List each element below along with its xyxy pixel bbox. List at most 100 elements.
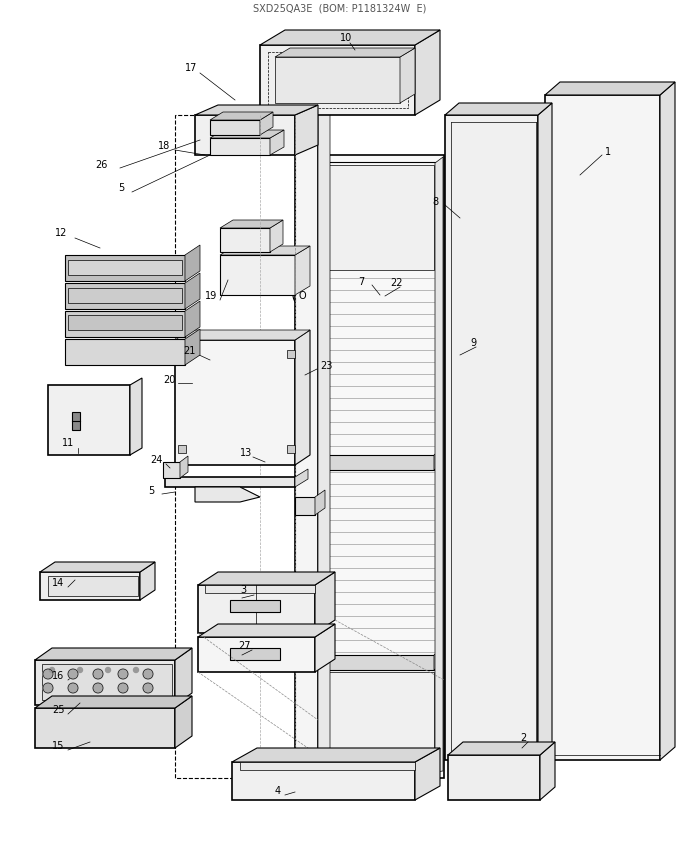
Polygon shape <box>295 246 310 295</box>
Polygon shape <box>230 648 280 660</box>
Polygon shape <box>295 105 318 155</box>
Polygon shape <box>35 660 175 705</box>
Polygon shape <box>232 748 440 762</box>
Polygon shape <box>434 649 441 670</box>
Polygon shape <box>175 340 295 465</box>
Polygon shape <box>545 95 660 760</box>
Polygon shape <box>315 490 325 515</box>
Polygon shape <box>400 48 415 103</box>
Polygon shape <box>538 103 552 760</box>
Polygon shape <box>270 130 284 155</box>
Polygon shape <box>140 562 155 600</box>
Text: 21: 21 <box>183 346 195 356</box>
Polygon shape <box>65 283 185 309</box>
Text: 3: 3 <box>240 585 246 595</box>
Circle shape <box>93 669 103 679</box>
Polygon shape <box>435 157 443 772</box>
Circle shape <box>93 683 103 693</box>
Text: 14: 14 <box>52 578 64 588</box>
Polygon shape <box>40 562 155 572</box>
Text: 11: 11 <box>62 438 74 448</box>
Polygon shape <box>35 696 192 708</box>
Polygon shape <box>65 255 185 281</box>
Polygon shape <box>180 456 188 478</box>
Polygon shape <box>210 130 284 138</box>
Polygon shape <box>198 572 335 585</box>
Polygon shape <box>415 748 440 800</box>
Polygon shape <box>540 742 555 800</box>
Polygon shape <box>328 165 434 270</box>
Polygon shape <box>415 30 440 115</box>
Circle shape <box>105 668 111 673</box>
Text: 9: 9 <box>470 338 476 348</box>
Polygon shape <box>130 378 142 455</box>
Text: 7: 7 <box>358 277 364 287</box>
Polygon shape <box>175 696 192 748</box>
Polygon shape <box>195 105 318 115</box>
Polygon shape <box>240 762 415 770</box>
Polygon shape <box>210 138 270 155</box>
Polygon shape <box>448 742 555 755</box>
Text: 5: 5 <box>118 183 124 193</box>
Polygon shape <box>165 477 295 487</box>
Text: 20: 20 <box>163 375 175 385</box>
Text: 10: 10 <box>340 33 352 43</box>
Polygon shape <box>185 245 200 281</box>
Polygon shape <box>175 648 192 705</box>
Polygon shape <box>270 220 283 252</box>
Polygon shape <box>295 497 315 515</box>
Circle shape <box>118 669 128 679</box>
Polygon shape <box>198 585 315 633</box>
Polygon shape <box>220 246 310 255</box>
Polygon shape <box>295 469 308 487</box>
Polygon shape <box>287 350 295 358</box>
Polygon shape <box>195 115 295 155</box>
Polygon shape <box>275 48 415 57</box>
Text: 8: 8 <box>432 197 438 207</box>
Polygon shape <box>68 288 182 303</box>
Polygon shape <box>210 112 273 120</box>
Polygon shape <box>220 228 270 252</box>
Text: 19: 19 <box>205 291 217 301</box>
Circle shape <box>50 668 54 673</box>
Polygon shape <box>295 115 318 778</box>
Text: 17: 17 <box>185 63 197 73</box>
Text: 23: 23 <box>320 361 333 371</box>
Polygon shape <box>287 445 295 453</box>
Text: 25: 25 <box>52 705 65 715</box>
Polygon shape <box>315 624 335 672</box>
Text: 27: 27 <box>238 641 250 651</box>
Text: 22: 22 <box>390 278 403 288</box>
Polygon shape <box>35 708 175 748</box>
Polygon shape <box>68 315 182 330</box>
Polygon shape <box>318 105 330 778</box>
Polygon shape <box>328 455 434 470</box>
Text: 26: 26 <box>95 160 107 170</box>
Circle shape <box>43 683 53 693</box>
Polygon shape <box>220 255 295 295</box>
Polygon shape <box>195 487 260 502</box>
Polygon shape <box>445 103 552 115</box>
Circle shape <box>68 669 78 679</box>
Polygon shape <box>175 330 310 340</box>
Polygon shape <box>198 637 315 672</box>
Text: 12: 12 <box>55 228 67 238</box>
Text: 4: 4 <box>275 786 281 796</box>
Circle shape <box>118 683 128 693</box>
Polygon shape <box>328 672 434 770</box>
Text: SXD25QA3E  (BOM: P1181324W  E): SXD25QA3E (BOM: P1181324W E) <box>254 3 426 13</box>
Text: 16: 16 <box>52 671 64 681</box>
Polygon shape <box>205 585 315 593</box>
Polygon shape <box>178 445 186 453</box>
Polygon shape <box>260 45 415 115</box>
Circle shape <box>78 668 82 673</box>
Polygon shape <box>230 600 280 612</box>
Polygon shape <box>65 311 185 337</box>
Polygon shape <box>65 339 185 365</box>
Text: 15: 15 <box>52 741 65 751</box>
Polygon shape <box>315 572 335 633</box>
Circle shape <box>133 668 139 673</box>
Polygon shape <box>448 755 540 800</box>
Text: 5: 5 <box>148 486 154 496</box>
Text: 24: 24 <box>150 455 163 465</box>
